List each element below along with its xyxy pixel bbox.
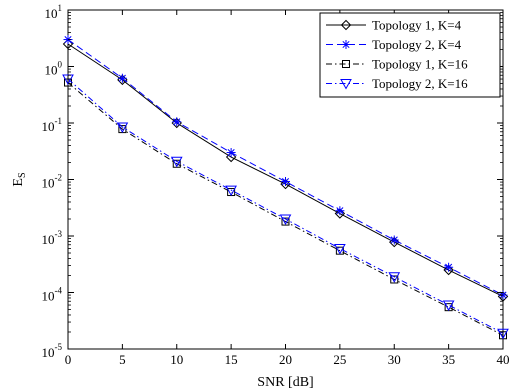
x-tick-label: 0	[65, 352, 72, 367]
legend-entry: Topology 2, K=4	[326, 37, 462, 52]
data-point	[279, 214, 292, 226]
legend-entry: Topology 1, K=16	[326, 57, 468, 72]
x-tick-label: 10	[170, 352, 183, 367]
legend-label: Topology 2, K=4	[372, 37, 462, 52]
y-axis-label-main: E	[11, 178, 26, 187]
data-point	[335, 206, 345, 216]
data-point	[172, 117, 182, 127]
series-4	[62, 74, 509, 340]
y-tick-label: 10-5	[42, 342, 63, 360]
data-point	[281, 217, 290, 226]
data-point	[497, 328, 509, 340]
data-point	[281, 177, 290, 187]
data-point	[389, 235, 399, 245]
y-tick-label: 10-2	[42, 173, 63, 191]
data-point	[226, 148, 236, 158]
series-line	[67, 82, 504, 336]
legend: Topology 1, K=4 Topology 2, K=4 Topology 1…	[319, 12, 501, 98]
legend-marker	[342, 60, 350, 68]
legend-marker	[340, 79, 352, 90]
data-point	[170, 156, 183, 168]
x-axis-label: SNR [dB]	[257, 375, 313, 390]
data-point	[225, 185, 237, 197]
data-point	[389, 236, 400, 248]
y-tick-label: 10-3	[42, 229, 63, 247]
data-point	[444, 262, 454, 272]
y-tick-label: 100	[45, 60, 63, 78]
series-line	[67, 39, 504, 296]
x-tick-label: 5	[119, 352, 126, 367]
data-point	[334, 244, 346, 255]
x-tick-label: 35	[442, 352, 455, 367]
x-tick-label: 40	[497, 352, 510, 367]
data-point	[117, 73, 127, 83]
legend-marker	[340, 19, 352, 31]
x-axis-ticks: 0 5 10 15 20 25 30 35 40	[65, 10, 510, 367]
y-tick-label: 10-4	[42, 286, 63, 304]
data-point	[390, 275, 399, 284]
series-line	[67, 78, 504, 334]
data-point	[280, 178, 291, 190]
legend-entry: Topology 1, K=4	[326, 18, 462, 33]
y-tick-label: 10-1	[42, 116, 63, 134]
data-point	[443, 264, 454, 276]
y-tick-label: 101	[45, 3, 63, 21]
x-tick-label: 30	[388, 352, 401, 367]
legend-marker	[341, 40, 351, 49]
y-axis-ticks: 101 100 10-1 10-2 10-3 10-4 10-5	[42, 3, 503, 360]
legend-label: Topology 1, K=4	[372, 18, 462, 33]
y-axis-label: ES	[11, 172, 28, 186]
data-point	[116, 122, 129, 134]
legend-entry: Topology 2, K=16	[326, 76, 468, 91]
legend-label: Topology 1, K=16	[372, 57, 468, 72]
y-axis-label-subscript: S	[17, 172, 28, 178]
x-tick-label: 15	[225, 352, 238, 367]
legend-label: Topology 2, K=16	[372, 76, 468, 91]
x-tick-label: 25	[333, 352, 346, 367]
x-tick-label: 20	[279, 352, 292, 367]
data-point	[442, 300, 455, 312]
data-point	[388, 272, 401, 283]
